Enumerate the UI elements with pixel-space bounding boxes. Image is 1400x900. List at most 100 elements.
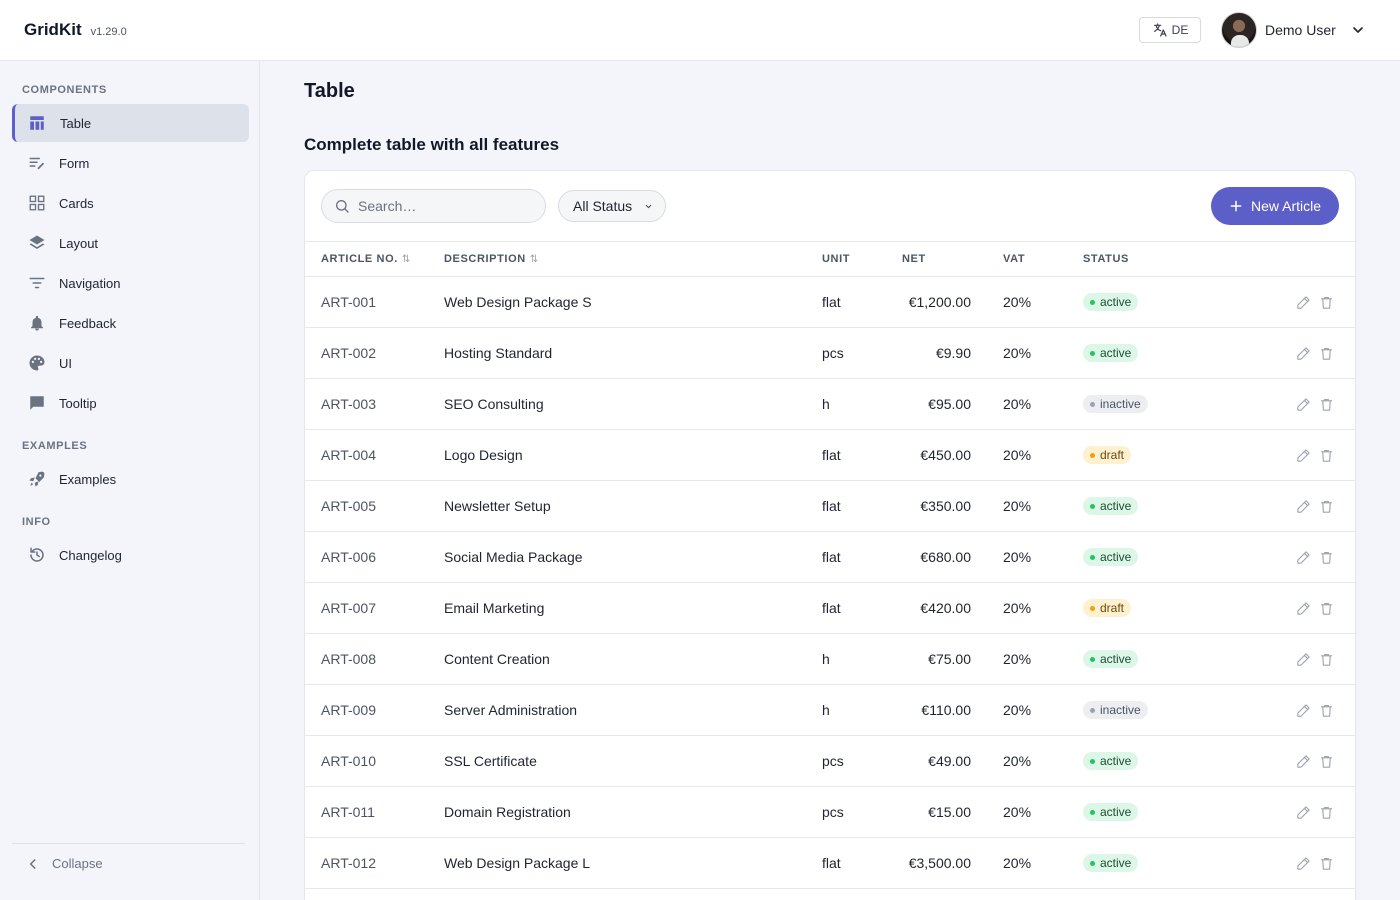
new-article-label: New Article xyxy=(1250,198,1322,214)
cell-net: €350.00 xyxy=(900,480,1003,532)
table-icon xyxy=(30,116,44,130)
cell-status: active xyxy=(1083,837,1263,889)
sidebar-item-changelog[interactable]: Changelog xyxy=(12,536,249,574)
cell-description: Domain Registration xyxy=(444,786,822,838)
cell-status: inactive xyxy=(1083,684,1263,736)
cell-actions xyxy=(1263,327,1355,379)
search-input[interactable] xyxy=(358,198,538,214)
edit-icon[interactable] xyxy=(1296,499,1311,514)
cell-description: Content Creation xyxy=(444,633,822,685)
delete-icon[interactable] xyxy=(1319,499,1334,514)
table-row[interactable]: ART-005 Newsletter Setup flat €350.00 20% act… xyxy=(305,480,1355,532)
table-row[interactable]: ART-003 SEO Consulting h €95.00 20% inactive xyxy=(305,378,1355,430)
cell-status: active xyxy=(1083,480,1263,532)
delete-icon[interactable] xyxy=(1319,652,1334,667)
delete-icon[interactable] xyxy=(1319,754,1334,769)
sidebar-item-tooltip[interactable]: Tooltip xyxy=(12,384,249,422)
chat-icon xyxy=(30,396,44,410)
edit-icon[interactable] xyxy=(1296,601,1311,616)
sidebar-item-label: Form xyxy=(59,155,90,171)
sidebar-item-cards[interactable]: Cards xyxy=(12,184,249,222)
cell-net: €680.00 xyxy=(900,531,1003,583)
edit-icon[interactable] xyxy=(1296,448,1311,463)
search-box[interactable] xyxy=(321,189,546,223)
column-header-article-no[interactable]: Article No. ⇅ xyxy=(305,242,444,277)
cell-description: Server Administration xyxy=(444,684,822,736)
edit-icon[interactable] xyxy=(1296,346,1311,361)
cell-net: €15.00 xyxy=(900,786,1003,838)
brand: GridKit v1.29.0 xyxy=(24,20,127,40)
delete-icon[interactable] xyxy=(1319,448,1334,463)
column-header-label: Net xyxy=(902,252,926,265)
cell-status: active xyxy=(1083,786,1263,838)
collapse-button[interactable]: Collapse xyxy=(26,856,103,871)
cell-description: Email Marketing xyxy=(444,582,822,634)
language-button[interactable]: DE xyxy=(1139,17,1201,43)
cell-actions xyxy=(1263,837,1355,889)
status-label: active xyxy=(1100,652,1132,667)
new-article-button[interactable]: New Article xyxy=(1211,187,1339,225)
delete-icon[interactable] xyxy=(1319,703,1334,718)
delete-icon[interactable] xyxy=(1319,856,1334,871)
column-header-label: Article No. xyxy=(321,252,398,265)
status-label: draft xyxy=(1100,448,1125,463)
edit-icon[interactable] xyxy=(1296,550,1311,565)
edit-icon[interactable] xyxy=(1296,805,1311,820)
bell-icon xyxy=(31,315,43,331)
cell-description: Newsletter Setup xyxy=(444,480,822,532)
cell-status: active xyxy=(1083,327,1263,379)
edit-icon[interactable] xyxy=(1296,856,1311,871)
edit-icon[interactable] xyxy=(1296,652,1311,667)
status-badge: draft xyxy=(1083,446,1132,465)
sidebar-item-navigation[interactable]: Navigation xyxy=(12,264,249,302)
table-row[interactable]: ART-006 Social Media Package flat €680.00 20… xyxy=(305,531,1355,583)
cell-article-no: ART-002 xyxy=(305,327,444,379)
cell-actions xyxy=(1263,582,1355,634)
edit-icon[interactable] xyxy=(1296,295,1311,310)
column-header-unit: Unit xyxy=(822,242,900,277)
table-row[interactable]: ART-002 Hosting Standard pcs €9.90 20% active xyxy=(305,327,1355,379)
cell-unit: flat xyxy=(822,837,900,889)
table-row[interactable]: ART-010 SSL Certificate pcs €49.00 20% active xyxy=(305,735,1355,787)
sidebar-item-layout[interactable]: Layout xyxy=(12,224,249,262)
table-row[interactable]: ART-007 Email Marketing flat €420.00 20% draf… xyxy=(305,582,1355,634)
cell-unit: flat xyxy=(822,531,900,583)
cards-icon xyxy=(29,195,45,211)
delete-icon[interactable] xyxy=(1319,295,1334,310)
user-menu[interactable]: Demo User xyxy=(1221,12,1366,48)
sidebar-item-table[interactable]: Table xyxy=(12,104,249,142)
status-filter-value: All Status xyxy=(573,198,633,214)
cell-description: Web Design Package L xyxy=(444,837,822,889)
delete-icon[interactable] xyxy=(1319,550,1334,565)
status-dot xyxy=(1090,554,1095,560)
cell-description: Hosting Standard xyxy=(444,327,822,379)
status-dot xyxy=(1090,860,1095,866)
sidebar-item-examples[interactable]: Examples xyxy=(12,460,249,498)
table-row[interactable]: ART-004 Logo Design flat €450.00 20% draft xyxy=(305,429,1355,481)
edit-icon[interactable] xyxy=(1296,754,1311,769)
edit-icon[interactable] xyxy=(1296,397,1311,412)
palette-icon xyxy=(29,355,45,371)
delete-icon[interactable] xyxy=(1319,397,1334,412)
sidebar-item-ui[interactable]: UI xyxy=(12,344,249,382)
sidebar-item-form[interactable]: Form xyxy=(12,144,249,182)
cell-article-no: ART-008 xyxy=(305,633,444,685)
cell-unit: h xyxy=(822,378,900,430)
table-row[interactable]: ART-008 Content Creation h €75.00 20% active xyxy=(305,633,1355,685)
delete-icon[interactable] xyxy=(1319,805,1334,820)
table-row[interactable]: ART-009 Server Administration h €110.00 20% i… xyxy=(305,684,1355,736)
status-label: inactive xyxy=(1100,703,1141,718)
cell-net: €3,500.00 xyxy=(900,837,1003,889)
table-row[interactable]: ART-011 Domain Registration pcs €15.00 20% ac… xyxy=(305,786,1355,838)
sidebar-item-feedback[interactable]: Feedback xyxy=(12,304,249,342)
status-filter-select[interactable]: All Status xyxy=(558,190,666,222)
delete-icon[interactable] xyxy=(1319,601,1334,616)
edit-icon[interactable] xyxy=(1296,703,1311,718)
column-header-description[interactable]: Description ⇅ xyxy=(444,242,822,277)
status-badge: inactive xyxy=(1083,701,1148,720)
cell-net: €1,200.00 xyxy=(900,276,1003,328)
cell-unit: pcs xyxy=(822,786,900,838)
delete-icon[interactable] xyxy=(1319,346,1334,361)
